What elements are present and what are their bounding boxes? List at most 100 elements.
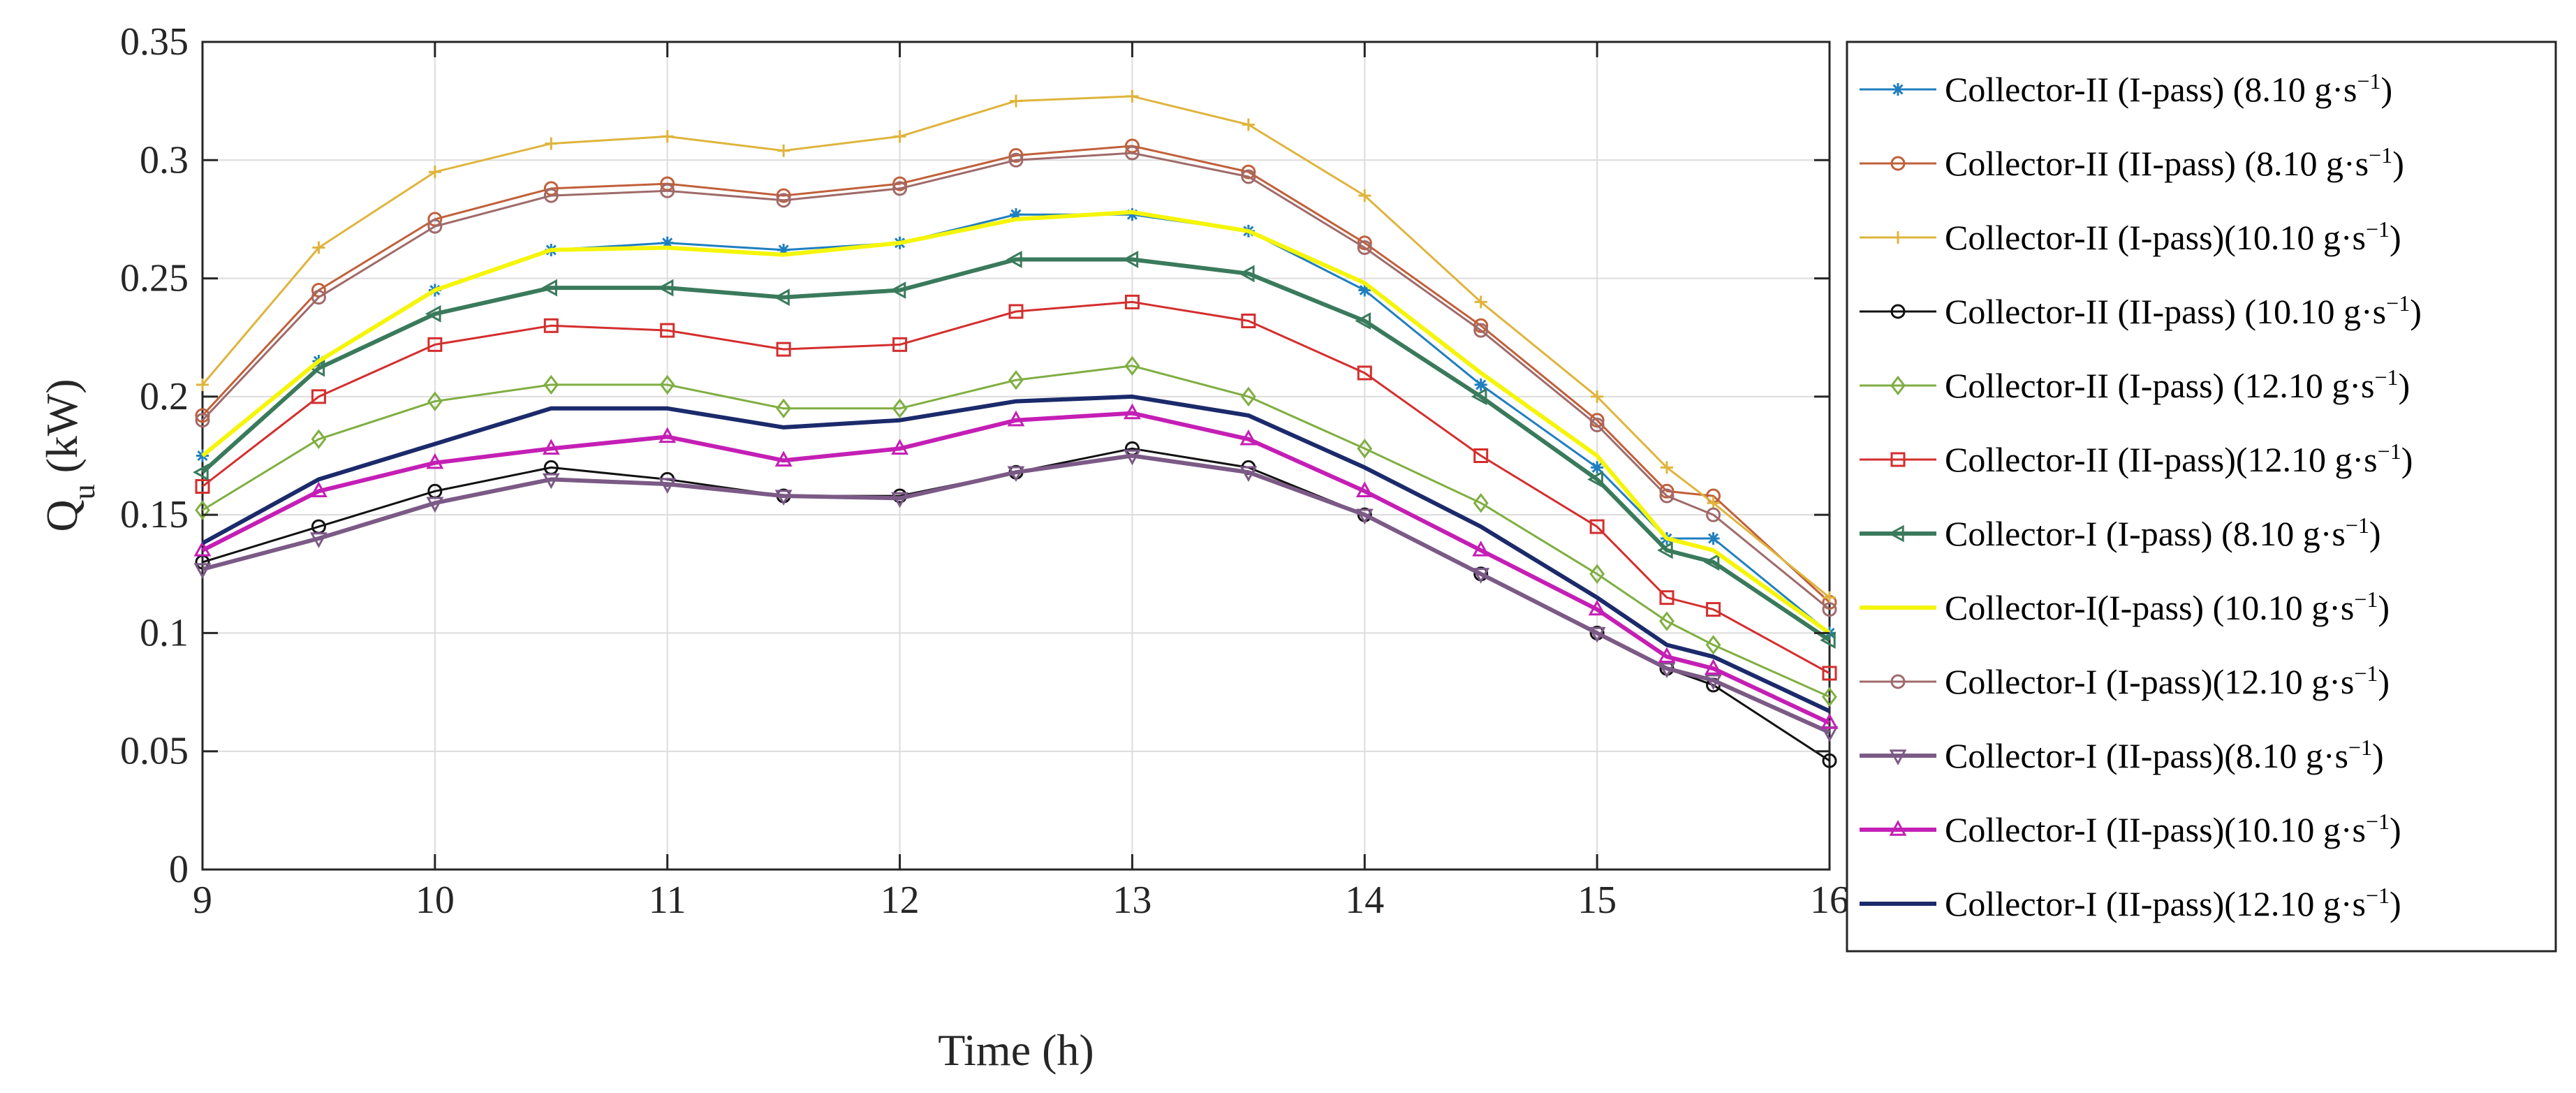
legend-entry: Collector-I (II-pass)(8.10 g·s−1) bbox=[1860, 735, 2384, 775]
series-marker bbox=[777, 144, 790, 157]
legend-label: Collector-I(I-pass) (10.10 g·s−1) bbox=[1945, 587, 2390, 627]
legend-label-main: Collector-I (I-pass) (8.10 g·s bbox=[1945, 514, 2346, 553]
x-axis-ticks: 9 10 11 12 13 14 15 16 bbox=[193, 42, 1849, 922]
legend-label-end: ) bbox=[2399, 366, 2411, 405]
series-marker bbox=[892, 398, 908, 418]
series-marker bbox=[658, 478, 677, 494]
y-axis-ticks: 0 0.05 0.1 0.15 0.2 0.25 0.3 0.35 bbox=[120, 20, 1830, 891]
series-marker bbox=[193, 463, 209, 481]
series-marker bbox=[1822, 753, 1837, 768]
legend-label: Collector-II (II-pass) (10.10 g·s−1) bbox=[1945, 291, 2422, 331]
y-tick-label: 0.25 bbox=[120, 257, 189, 300]
legend-label-main: Collector-II (I-pass)(10.10 g·s bbox=[1945, 218, 2366, 257]
series-marker bbox=[1890, 452, 1906, 467]
series-marker bbox=[1010, 94, 1022, 108]
series-marker bbox=[1473, 323, 1489, 338]
series-marker bbox=[1589, 417, 1605, 432]
series-marker bbox=[659, 374, 675, 395]
series-marker bbox=[1820, 631, 1836, 650]
series-marker bbox=[1661, 461, 1673, 474]
legend-label: Collector-II (I-pass) (12.10 g·s−1) bbox=[1945, 365, 2410, 405]
series-11 bbox=[193, 403, 1839, 729]
series-marker bbox=[1355, 481, 1374, 497]
series-marker bbox=[1822, 666, 1837, 681]
series-marker bbox=[1006, 251, 1022, 268]
series-marker bbox=[774, 450, 793, 467]
series-marker bbox=[425, 305, 441, 323]
series-marker bbox=[1357, 365, 1372, 381]
series-marker bbox=[890, 281, 906, 299]
series-marker bbox=[427, 219, 443, 234]
series-marker bbox=[1126, 89, 1139, 103]
series-marker bbox=[1471, 388, 1487, 406]
legend-label-main: Collector-I(I-pass) (10.10 g·s bbox=[1945, 588, 2354, 627]
series-marker bbox=[1123, 449, 1141, 466]
legend-label: Collector-I (II-pass)(10.10 g·s−1) bbox=[1945, 809, 2401, 849]
series-layer bbox=[193, 89, 1839, 768]
series-marker bbox=[542, 473, 560, 490]
series-marker bbox=[1008, 369, 1024, 390]
series-6 bbox=[195, 294, 1837, 681]
legend-entry: Collector-I (I-pass)(12.10 g·s−1) bbox=[1860, 661, 2390, 701]
legend-label-main: Collector-I (II-pass)(12.10 g·s bbox=[1945, 884, 2366, 923]
series-marker bbox=[892, 176, 908, 191]
legend-label-sup: −1 bbox=[2374, 365, 2398, 390]
series-marker bbox=[426, 453, 444, 469]
series-marker bbox=[1473, 493, 1489, 513]
series-10 bbox=[193, 449, 1839, 742]
legend-label-sup: −1 bbox=[2366, 809, 2390, 834]
series-marker bbox=[1242, 118, 1255, 131]
series-marker bbox=[195, 500, 210, 520]
series-marker bbox=[661, 130, 674, 143]
legend-label-end: ) bbox=[2392, 144, 2404, 183]
legend-label-sup: −1 bbox=[2354, 587, 2378, 612]
legend-label-end: ) bbox=[2378, 588, 2390, 627]
series-marker bbox=[541, 279, 557, 297]
legend-label-sup: −1 bbox=[2346, 513, 2369, 538]
x-tick-label: 12 bbox=[881, 879, 920, 922]
series-marker bbox=[196, 378, 209, 391]
legend-entry: Collector-I (II-pass)(10.10 g·s−1) bbox=[1860, 809, 2401, 849]
series-marker bbox=[1888, 525, 1904, 543]
series-marker bbox=[543, 374, 559, 395]
series-line bbox=[201, 411, 1831, 725]
y-tick-label: 0.3 bbox=[140, 138, 189, 182]
series-7 bbox=[193, 251, 1836, 650]
series-marker bbox=[1241, 169, 1256, 184]
series-marker bbox=[193, 563, 212, 579]
series-marker bbox=[776, 342, 791, 357]
series-marker bbox=[660, 323, 675, 338]
legend-label: Collector-I (II-pass)(8.10 g·s−1) bbox=[1945, 735, 2384, 775]
series-marker bbox=[428, 166, 441, 179]
series-line bbox=[202, 300, 1830, 675]
series-marker bbox=[1892, 231, 1904, 244]
y-tick-label: 0.1 bbox=[140, 611, 189, 654]
series-9 bbox=[195, 145, 1837, 617]
series-marker bbox=[891, 439, 909, 455]
series-marker bbox=[1587, 470, 1603, 488]
legend-label-sup: −1 bbox=[2354, 661, 2378, 686]
series-marker bbox=[774, 490, 793, 506]
legend-entry: Collector-II (I-pass) (12.10 g·s−1) bbox=[1860, 365, 2410, 405]
y-tick-label: 0.35 bbox=[120, 20, 189, 64]
series-marker bbox=[1124, 145, 1140, 161]
series-marker bbox=[312, 241, 325, 254]
legend-label-sup: −1 bbox=[2366, 883, 2390, 908]
series-marker bbox=[777, 243, 790, 256]
series-marker bbox=[1472, 568, 1490, 584]
x-tick-label: 11 bbox=[649, 879, 686, 922]
series-marker bbox=[660, 183, 675, 198]
x-tick-label: 13 bbox=[1112, 879, 1151, 922]
series-marker bbox=[1355, 508, 1374, 525]
legend-label-sup: −1 bbox=[2357, 68, 2380, 94]
series-marker bbox=[661, 236, 674, 249]
series-marker bbox=[891, 492, 909, 508]
series-marker bbox=[1473, 448, 1489, 463]
series-marker bbox=[1890, 156, 1906, 171]
series-line bbox=[202, 365, 1830, 698]
series-marker bbox=[1589, 564, 1605, 584]
series-marker bbox=[1823, 591, 1836, 604]
series-marker bbox=[1010, 208, 1022, 221]
legend-entry: Collector-I (I-pass) (8.10 g·s−1) bbox=[1860, 513, 2381, 553]
series-marker bbox=[309, 481, 327, 497]
